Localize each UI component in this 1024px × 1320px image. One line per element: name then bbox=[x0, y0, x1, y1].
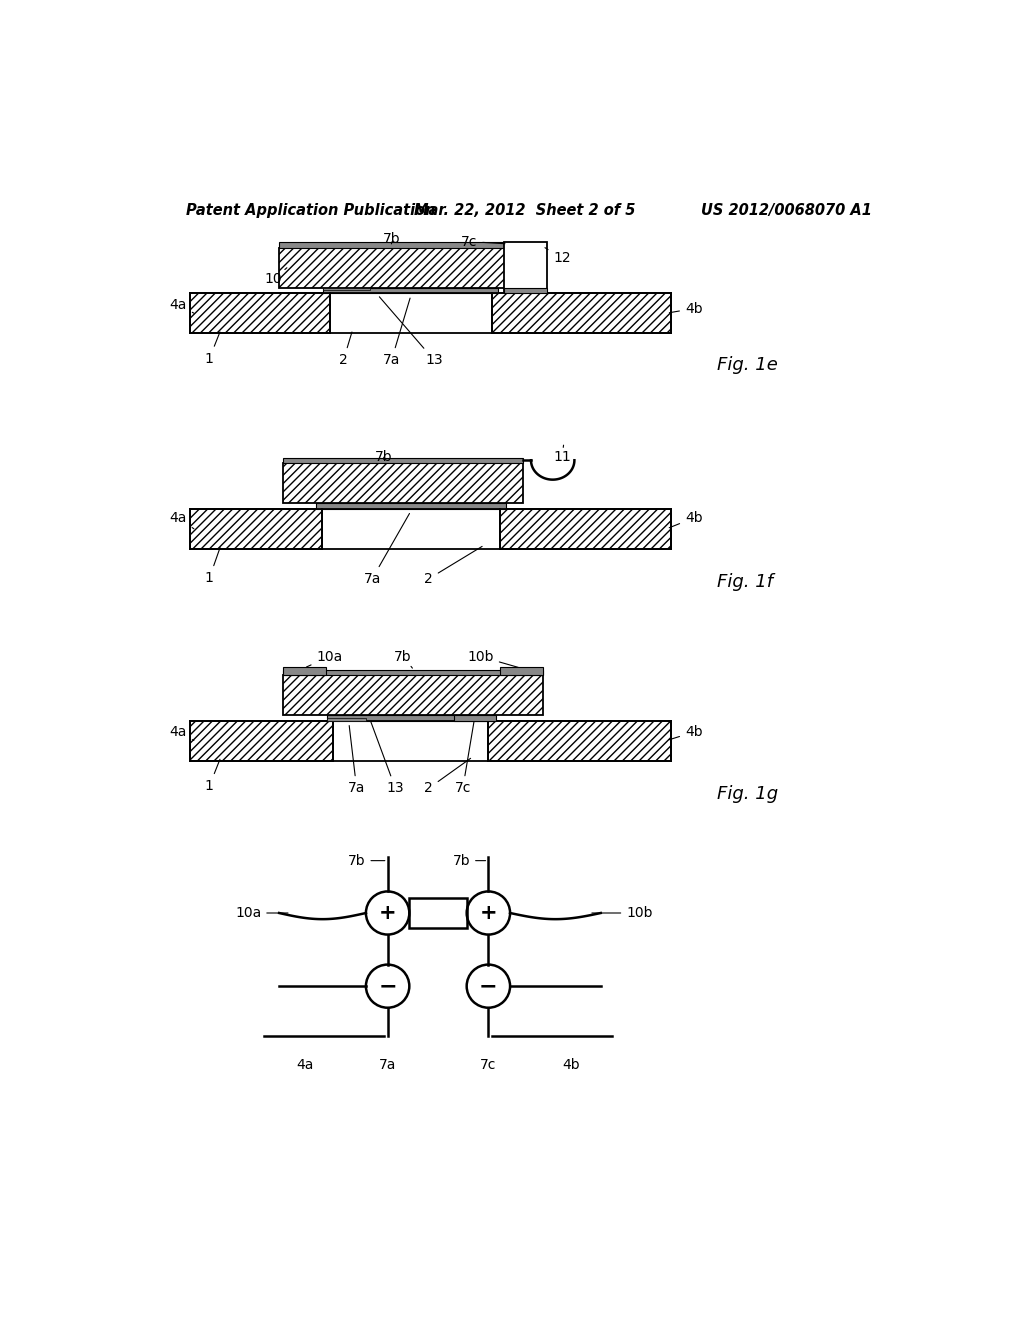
Bar bbox=[488, 721, 671, 760]
Text: 2: 2 bbox=[339, 333, 352, 367]
Text: Fig. 1e: Fig. 1e bbox=[717, 356, 778, 374]
Text: 4a: 4a bbox=[170, 511, 194, 529]
Bar bbox=[504, 243, 547, 293]
Bar bbox=[504, 288, 547, 293]
Text: 7b: 7b bbox=[394, 649, 413, 668]
Bar bbox=[280, 248, 535, 288]
Bar bbox=[283, 463, 523, 503]
Text: 7b: 7b bbox=[383, 232, 400, 247]
Text: 1: 1 bbox=[205, 331, 220, 366]
Bar bbox=[324, 288, 370, 290]
Bar bbox=[315, 503, 506, 508]
Bar bbox=[328, 718, 366, 721]
Bar bbox=[328, 715, 495, 721]
Text: 7b: 7b bbox=[375, 450, 392, 465]
Text: 7a: 7a bbox=[348, 726, 366, 795]
Bar bbox=[500, 668, 543, 675]
Text: 13: 13 bbox=[371, 722, 404, 795]
Text: 7a: 7a bbox=[383, 298, 410, 367]
Text: 7b: 7b bbox=[453, 854, 485, 867]
Bar bbox=[283, 675, 543, 715]
Text: 7c: 7c bbox=[455, 722, 474, 795]
Text: 10b: 10b bbox=[467, 649, 518, 668]
Text: 4b: 4b bbox=[670, 725, 702, 739]
Text: 4a: 4a bbox=[296, 1057, 313, 1072]
Bar bbox=[283, 669, 543, 675]
Text: +: + bbox=[379, 903, 396, 923]
Bar bbox=[410, 898, 467, 928]
Text: 2: 2 bbox=[424, 758, 471, 795]
Text: 7a: 7a bbox=[364, 513, 410, 586]
Text: 12: 12 bbox=[545, 248, 570, 265]
Text: Mar. 22, 2012  Sheet 2 of 5: Mar. 22, 2012 Sheet 2 of 5 bbox=[414, 203, 636, 218]
Text: 13: 13 bbox=[379, 297, 443, 367]
Bar bbox=[324, 288, 499, 293]
Text: 11: 11 bbox=[553, 445, 570, 465]
Text: 4b: 4b bbox=[670, 511, 702, 528]
Text: Fig. 1f: Fig. 1f bbox=[717, 573, 773, 591]
Bar bbox=[283, 668, 326, 675]
Text: 4a: 4a bbox=[170, 298, 194, 313]
Text: 4b: 4b bbox=[562, 1057, 581, 1072]
Text: 10a: 10a bbox=[306, 649, 343, 667]
Bar bbox=[500, 508, 671, 549]
Text: 7c: 7c bbox=[480, 1057, 497, 1072]
Text: 4a: 4a bbox=[170, 725, 194, 741]
Text: Fig. 1g: Fig. 1g bbox=[717, 784, 778, 803]
Bar bbox=[454, 715, 496, 721]
Text: 10b: 10b bbox=[592, 906, 652, 920]
Text: −: − bbox=[378, 977, 397, 997]
Bar bbox=[280, 243, 535, 248]
Text: 10a: 10a bbox=[234, 906, 288, 920]
Bar bbox=[190, 508, 322, 549]
Text: US 2012/0068070 A1: US 2012/0068070 A1 bbox=[701, 203, 872, 218]
Text: −: − bbox=[479, 977, 498, 997]
Text: 2: 2 bbox=[424, 546, 482, 586]
Text: 4b: 4b bbox=[670, 301, 702, 315]
Bar bbox=[190, 721, 334, 760]
Bar bbox=[283, 458, 523, 463]
Text: 1: 1 bbox=[205, 548, 220, 585]
Text: 1: 1 bbox=[205, 759, 220, 793]
Text: Patent Application Publication: Patent Application Publication bbox=[186, 203, 435, 218]
Text: 7c: 7c bbox=[461, 235, 505, 248]
Bar bbox=[493, 293, 671, 333]
Text: 10: 10 bbox=[265, 268, 287, 286]
Text: +: + bbox=[479, 903, 498, 923]
Bar bbox=[190, 293, 330, 333]
Text: 7b: 7b bbox=[348, 854, 385, 867]
Text: 7a: 7a bbox=[379, 1057, 396, 1072]
